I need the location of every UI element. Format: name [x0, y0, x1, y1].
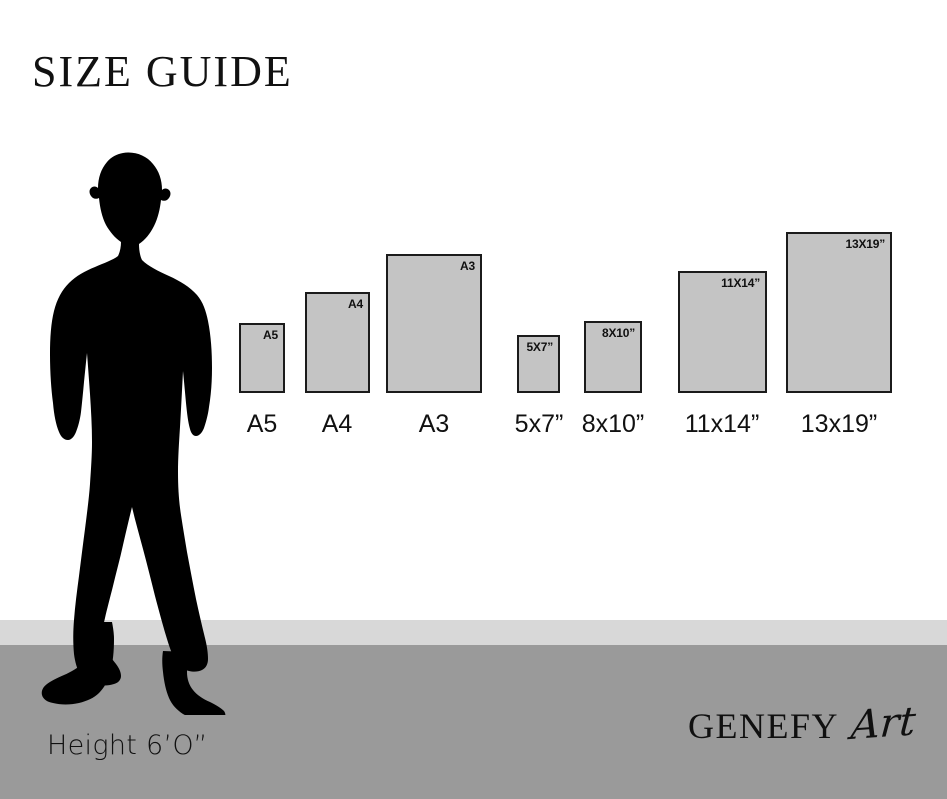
frame-a5[interactable]: A5: [239, 323, 285, 393]
frame-inner-label: A5: [263, 328, 278, 342]
frame-8x10[interactable]: 8X10”: [584, 321, 642, 393]
wall-baseboard-band: [0, 620, 947, 645]
frame-inner-label: 11X14”: [721, 276, 760, 290]
frame-a3[interactable]: A3: [386, 254, 482, 393]
frame-caption-a4: A4: [321, 410, 353, 438]
frame-11x14[interactable]: 11X14”: [678, 271, 767, 393]
frame-caption-5x7: 5x7”: [514, 410, 564, 438]
frame-caption-8x10: 8x10”: [581, 410, 645, 438]
brand-logo: GENEFY Art: [688, 698, 918, 752]
frame-a4[interactable]: A4: [305, 292, 370, 393]
frame-5x7[interactable]: 5X7”: [517, 335, 560, 393]
brand-script-word: Art: [849, 698, 918, 749]
person-silhouette-icon: [22, 150, 237, 715]
height-label: Height 6’O”: [47, 730, 208, 761]
frame-caption-11x14: 11x14”: [684, 410, 760, 438]
page-title: SIZE GUIDE: [32, 47, 293, 96]
frame-inner-label: 8X10”: [601, 326, 635, 340]
frame-inner-label: A3: [460, 259, 475, 273]
frame-inner-label: A4: [348, 297, 363, 311]
frame-inner-label: 13X19”: [845, 237, 886, 251]
frame-size-comparison: A5 A5 A4 A4 A3 A3 5X7” 5x7” 8X10” 8x10” …: [239, 232, 892, 438]
frame-caption-13x19: 13x19”: [800, 410, 878, 438]
frame-caption-a5: A5: [246, 410, 278, 438]
brand-name: GENEFY: [688, 706, 839, 746]
frame-caption-a3: A3: [418, 410, 450, 438]
frame-inner-label: 5X7”: [526, 340, 553, 354]
floor-band: [0, 645, 947, 799]
frame-13x19[interactable]: 13X19”: [786, 232, 892, 393]
